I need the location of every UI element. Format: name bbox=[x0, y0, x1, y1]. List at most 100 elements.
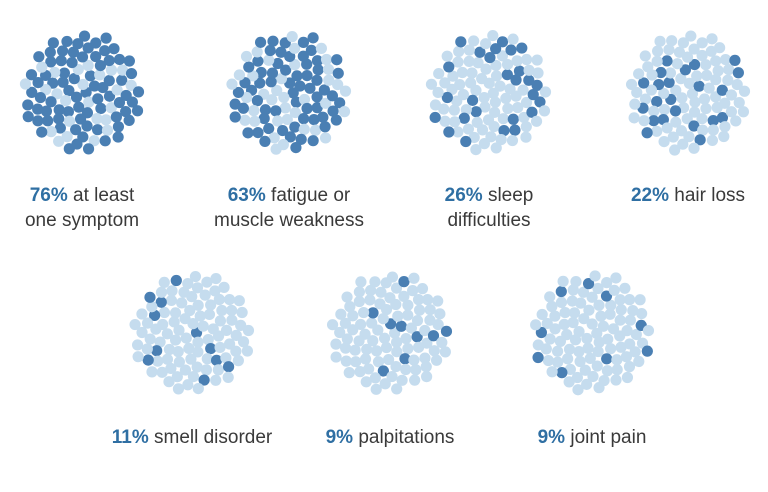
dot-unaffected bbox=[587, 370, 599, 383]
dot-unaffected bbox=[719, 53, 732, 66]
dot-unaffected bbox=[624, 314, 636, 326]
dot-unaffected bbox=[582, 342, 594, 354]
dot-unaffected bbox=[465, 77, 477, 89]
dot-affected bbox=[40, 105, 53, 117]
dot-affected bbox=[82, 143, 95, 155]
dot-affected bbox=[95, 102, 107, 115]
dot-unaffected bbox=[581, 332, 593, 345]
percent-label: 9% bbox=[537, 427, 566, 448]
dot-affected bbox=[399, 353, 411, 365]
dot-cluster bbox=[129, 270, 255, 395]
dot-unaffected bbox=[462, 123, 475, 135]
dot-unaffected bbox=[631, 86, 643, 99]
dot-unaffected bbox=[432, 86, 444, 99]
dot-affected bbox=[103, 90, 116, 102]
dot-unaffected bbox=[359, 353, 372, 365]
dot-unaffected bbox=[648, 105, 660, 117]
dot-unaffected bbox=[591, 360, 603, 372]
dot-affected bbox=[311, 55, 324, 67]
cluster-caption: 26% sleep difficulties bbox=[445, 183, 534, 233]
dot-unaffected bbox=[619, 282, 631, 294]
dot-unaffected bbox=[194, 310, 206, 322]
dot-affected bbox=[331, 54, 343, 66]
dot-unaffected bbox=[538, 105, 551, 117]
dot-unaffected bbox=[710, 55, 722, 67]
dot-unaffected bbox=[386, 271, 399, 283]
dot-unaffected bbox=[240, 50, 253, 63]
dot-unaffected bbox=[569, 334, 582, 346]
dot-affected bbox=[641, 345, 653, 357]
dot-unaffected bbox=[624, 338, 636, 350]
dot-affected bbox=[90, 37, 102, 49]
dot-unaffected bbox=[688, 43, 700, 55]
dot-unaffected bbox=[601, 277, 613, 289]
dot-cluster bbox=[226, 31, 352, 155]
dot-unaffected bbox=[152, 355, 164, 367]
dot-unaffected bbox=[592, 345, 604, 358]
dot-unaffected bbox=[201, 276, 213, 288]
dot-affected bbox=[26, 86, 38, 99]
dot-unaffected bbox=[230, 345, 242, 357]
dot-unaffected bbox=[60, 95, 72, 107]
dot-unaffected bbox=[172, 346, 184, 358]
dot-affected bbox=[484, 51, 496, 64]
dot-affected bbox=[267, 35, 279, 47]
dot-unaffected bbox=[218, 281, 230, 293]
dot-unaffected bbox=[275, 73, 288, 85]
dot-affected bbox=[707, 115, 719, 127]
dot-affected bbox=[258, 112, 270, 125]
dot-unaffected bbox=[463, 44, 475, 56]
dot-unaffected bbox=[479, 101, 491, 113]
dot-unaffected bbox=[266, 94, 278, 106]
dot-unaffected bbox=[320, 97, 332, 109]
dot-unaffected bbox=[661, 122, 673, 134]
dot-unaffected bbox=[480, 63, 492, 75]
dot-unaffected bbox=[240, 91, 253, 104]
dot-unaffected bbox=[557, 275, 569, 287]
dot-unaffected bbox=[105, 64, 118, 76]
dot-unaffected bbox=[532, 67, 544, 79]
dot-affected bbox=[144, 291, 156, 303]
dot-unaffected bbox=[220, 352, 232, 364]
dot-cluster bbox=[425, 29, 552, 156]
dot-unaffected bbox=[541, 317, 553, 330]
dot-affected bbox=[255, 66, 267, 79]
dot-unaffected bbox=[375, 286, 387, 298]
dot-affected bbox=[688, 120, 700, 132]
dot-affected bbox=[99, 45, 111, 57]
dot-unaffected bbox=[353, 335, 365, 347]
dot-unaffected bbox=[223, 338, 236, 350]
dot-unaffected bbox=[608, 284, 620, 296]
dot-unaffected bbox=[673, 46, 686, 58]
dot-unaffected bbox=[688, 106, 701, 118]
dot-unaffected bbox=[158, 306, 171, 319]
dot-affected bbox=[440, 325, 453, 337]
dot-cluster bbox=[19, 30, 145, 155]
dot-affected bbox=[264, 44, 276, 57]
dot-affected bbox=[84, 70, 97, 82]
dot-unaffected bbox=[621, 325, 633, 337]
dot-unaffected bbox=[589, 270, 601, 282]
dot-affected bbox=[36, 126, 48, 138]
dot-unaffected bbox=[200, 364, 212, 376]
dot-unaffected bbox=[633, 355, 645, 368]
dot-affected bbox=[78, 30, 91, 42]
dot-unaffected bbox=[105, 102, 117, 114]
dot-unaffected bbox=[490, 59, 502, 72]
dot-unaffected bbox=[347, 324, 359, 336]
dot-unaffected bbox=[340, 355, 352, 367]
dot-unaffected bbox=[546, 300, 558, 313]
dot-affected bbox=[443, 126, 455, 138]
dot-cluster bbox=[530, 270, 655, 396]
dot-unaffected bbox=[192, 336, 204, 348]
dot-affected bbox=[53, 113, 65, 125]
dot-unaffected bbox=[433, 67, 445, 80]
dot-unaffected bbox=[489, 96, 501, 108]
percent-label: 22% bbox=[630, 185, 669, 206]
dot-unaffected bbox=[627, 305, 639, 317]
dot-unaffected bbox=[136, 326, 148, 339]
dot-unaffected bbox=[370, 383, 382, 395]
dot-unaffected bbox=[698, 93, 711, 105]
dot-affected bbox=[555, 285, 567, 298]
dot-unaffected bbox=[424, 314, 436, 326]
